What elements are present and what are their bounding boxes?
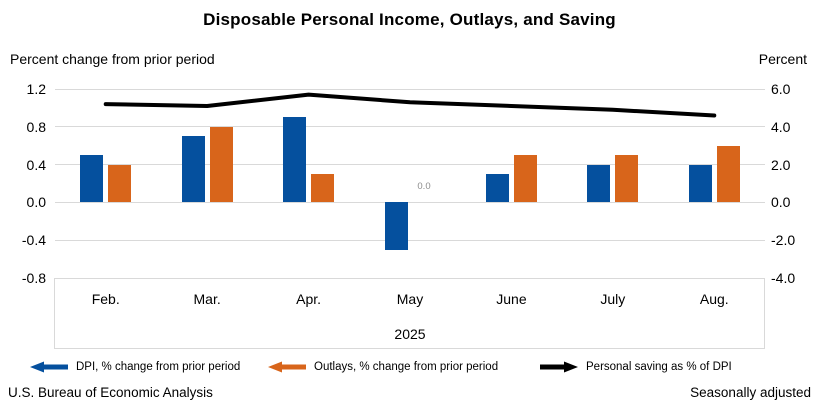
right-axis-note: Percent [758, 51, 807, 67]
source-attribution: U.S. Bureau of Economic Analysis [8, 385, 213, 400]
chart-title: Disposable Personal Income, Outlays, and… [203, 10, 616, 29]
right-axis-tick: -4.0 [771, 270, 796, 286]
legend-item-dpi: DPI, % change from prior period [30, 356, 240, 378]
x-axis-label-box [54, 278, 765, 349]
saving-right-arrow-icon [540, 361, 578, 373]
left-axis-tick: 1.2 [26, 81, 46, 97]
outlays-bar [716, 145, 740, 203]
legend: DPI, % change from prior period Outlays,… [0, 356, 819, 378]
dpi-left-arrow-icon [30, 361, 68, 373]
outlays-bar [209, 126, 233, 203]
gridline [55, 201, 765, 203]
personal-saving-line [103, 92, 717, 118]
dpi-bar [283, 117, 307, 203]
left-axis-tick: 0.4 [26, 156, 46, 173]
dpi-bar [587, 164, 611, 203]
dpi-bar [80, 155, 104, 203]
right-axis-tick: 0.0 [771, 194, 791, 211]
outlays-bar [108, 164, 132, 203]
left-axis-tick: -0.8 [21, 270, 46, 286]
outlays-bar [513, 155, 537, 203]
legend-item-outlays: Outlays, % change from prior period [268, 356, 498, 378]
legend-label-dpi: DPI, % change from prior period [76, 361, 241, 373]
x-axis-year-label: 2025 [394, 326, 426, 342]
outlays-bar [311, 174, 335, 203]
gridline [55, 239, 765, 241]
right-axis-tick: 2.0 [771, 156, 791, 173]
right-axis-tick: 4.0 [771, 118, 791, 135]
right-axis-tick: -2.0 [771, 232, 796, 249]
legend-item-saving: Personal saving as % of DPI [540, 356, 732, 378]
zero-value-label: 0.0 [417, 181, 431, 192]
legend-label-outlays: Outlays, % change from prior period [314, 361, 499, 373]
dpi-bar [688, 164, 712, 203]
gridline [55, 88, 765, 90]
month-label: Aug. [699, 291, 729, 307]
outlays-left-arrow-icon [268, 361, 306, 373]
right-axis-tick: 6.0 [771, 81, 791, 97]
month-label: July [600, 291, 626, 307]
month-label: Mar. [193, 291, 221, 307]
gridline [55, 164, 765, 166]
gridline [55, 126, 765, 128]
month-label: Apr. [296, 291, 322, 307]
dpi-bar [485, 174, 509, 203]
month-label: June [496, 291, 527, 307]
dpi-bar [181, 136, 205, 203]
outlays-bar [615, 155, 639, 203]
left-axis-tick: -0.4 [21, 232, 46, 249]
dpi-bar [384, 202, 408, 250]
left-axis-tick: 0.0 [26, 194, 46, 211]
month-label: Feb. [91, 291, 120, 307]
left-axis-note: Percent change from prior period [10, 51, 215, 67]
month-label: May [396, 291, 424, 307]
left-axis-tick: 0.8 [26, 118, 46, 135]
legend-label-saving: Personal saving as % of DPI [586, 361, 732, 373]
seasonal-adjustment-note: Seasonally adjusted [690, 385, 811, 400]
